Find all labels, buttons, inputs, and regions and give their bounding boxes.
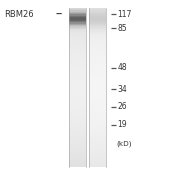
Text: RBM26: RBM26 xyxy=(4,10,34,19)
Text: (kD): (kD) xyxy=(116,140,131,147)
Text: 48: 48 xyxy=(118,63,127,72)
Text: 26: 26 xyxy=(118,102,127,111)
Text: 85: 85 xyxy=(118,24,127,33)
Text: 19: 19 xyxy=(118,120,127,129)
Text: 34: 34 xyxy=(118,85,127,94)
Text: 117: 117 xyxy=(118,10,132,19)
Text: --: -- xyxy=(55,10,62,19)
